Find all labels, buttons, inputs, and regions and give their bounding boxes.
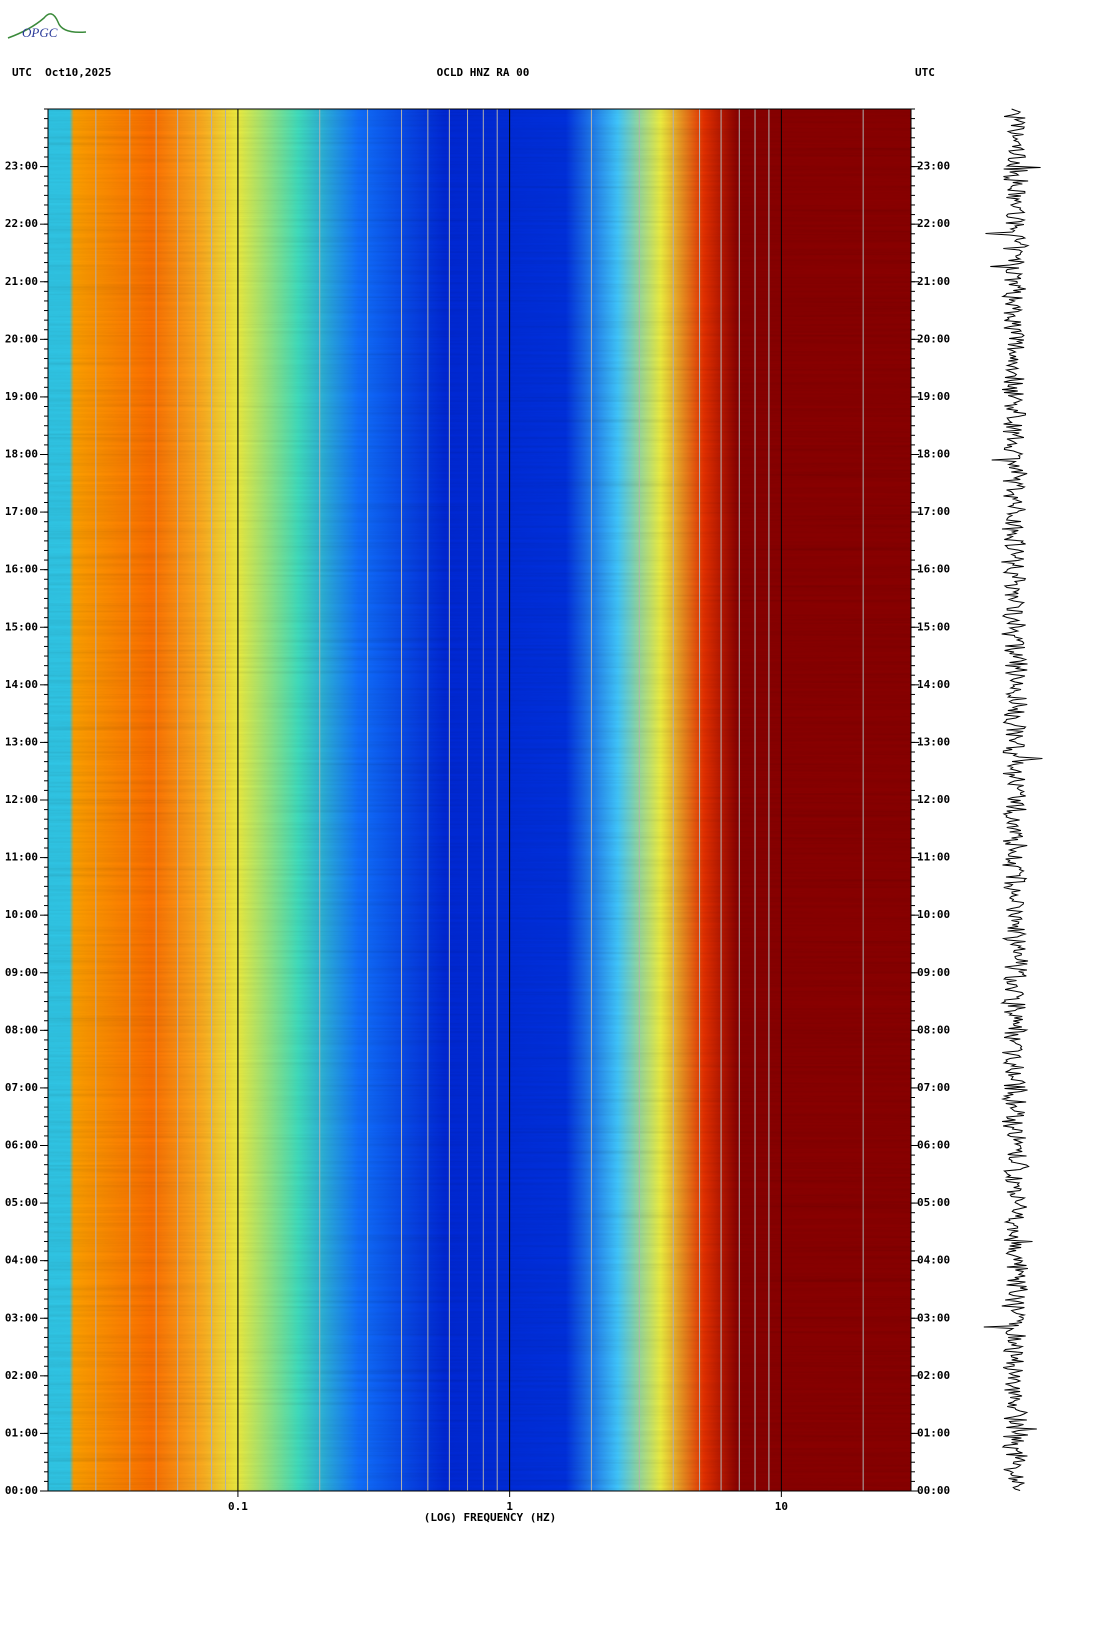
logo: OPGC <box>7 13 87 40</box>
y-tick-label: 20:00 <box>5 332 38 345</box>
logo-text: OPGC <box>22 25 58 40</box>
y-tick-label: 14:00 <box>917 678 950 691</box>
y-tick-label: 01:00 <box>5 1426 38 1439</box>
y-tick-label: 03:00 <box>917 1311 950 1324</box>
spectrogram-texture <box>48 109 911 1491</box>
y-tick-label: 07:00 <box>5 1081 38 1094</box>
y-tick-label: 10:00 <box>5 908 38 921</box>
y-tick-label: 04:00 <box>917 1254 950 1267</box>
y-tick-label: 23:00 <box>5 160 38 173</box>
y-tick-label: 22:00 <box>5 217 38 230</box>
y-tick-label: 07:00 <box>917 1081 950 1094</box>
y-tick-label: 08:00 <box>5 1023 38 1036</box>
y-tick-label: 12:00 <box>917 793 950 806</box>
y-tick-label: 23:00 <box>917 160 950 173</box>
y-tick-label: 02:00 <box>5 1369 38 1382</box>
y-tick-label: 11:00 <box>917 851 950 864</box>
x-tick-label: 0.1 <box>228 1500 248 1513</box>
y-tick-label: 22:00 <box>917 217 950 230</box>
y-tick-label: 08:00 <box>917 1023 950 1036</box>
plot-frame <box>47 108 912 1492</box>
y-tick-label: 09:00 <box>5 966 38 979</box>
y-tick-label: 01:00 <box>917 1426 950 1439</box>
seismogram-trace <box>983 108 1043 1491</box>
y-tick-label: 17:00 <box>917 505 950 518</box>
y-tick-label: 04:00 <box>5 1254 38 1267</box>
y-tick-label: 12:00 <box>5 793 38 806</box>
y-tick-label: 16:00 <box>917 563 950 576</box>
x-tick-label: 10 <box>775 1500 788 1513</box>
seismogram <box>983 108 1043 1491</box>
y-tick-label: 16:00 <box>5 563 38 576</box>
x-tick-label: 1 <box>506 1500 513 1513</box>
y-tick-label: 19:00 <box>5 390 38 403</box>
y-tick-label: 17:00 <box>5 505 38 518</box>
y-tick-label: 10:00 <box>917 908 950 921</box>
y-tick-label: 20:00 <box>917 332 950 345</box>
header-left: UTC Oct10,2025 <box>12 66 111 79</box>
y-tick-label: 15:00 <box>917 620 950 633</box>
y-tick-label: 00:00 <box>917 1484 950 1497</box>
y-tick-label: 18:00 <box>5 448 38 461</box>
y-tick-label: 05:00 <box>917 1196 950 1209</box>
y-tick-label: 19:00 <box>917 390 950 403</box>
x-axis-label: (LOG) FREQUENCY (HZ) <box>424 1511 556 1524</box>
y-tick-label: 21:00 <box>917 275 950 288</box>
y-tick-label: 21:00 <box>5 275 38 288</box>
y-tick-label: 03:00 <box>5 1311 38 1324</box>
y-tick-label: 15:00 <box>5 620 38 633</box>
y-tick-label: 11:00 <box>5 851 38 864</box>
y-tick-label: 02:00 <box>917 1369 950 1382</box>
y-tick-label: 06:00 <box>917 1139 950 1152</box>
chart-title: OCLD HNZ RA 00 <box>437 66 530 79</box>
y-tick-label: 13:00 <box>917 735 950 748</box>
y-tick-label: 14:00 <box>5 678 38 691</box>
y-tick-label: 05:00 <box>5 1196 38 1209</box>
y-tick-label: 18:00 <box>917 448 950 461</box>
y-tick-label: 09:00 <box>917 966 950 979</box>
y-tick-label: 13:00 <box>5 735 38 748</box>
y-tick-label: 00:00 <box>5 1484 38 1497</box>
header-right: UTC <box>915 66 935 79</box>
y-tick-label: 06:00 <box>5 1139 38 1152</box>
